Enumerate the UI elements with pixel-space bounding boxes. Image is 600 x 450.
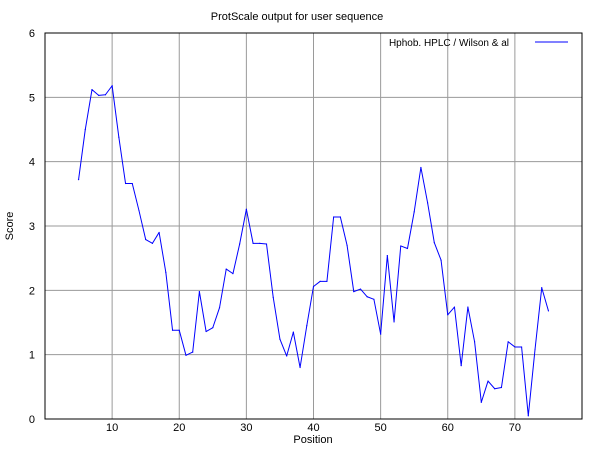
- data-point: [541, 287, 543, 289]
- y-axis-label: Score: [4, 212, 16, 241]
- data-point: [205, 330, 207, 333]
- data-point: [286, 355, 288, 357]
- data-point: [252, 242, 254, 244]
- data-point: [131, 182, 133, 185]
- x-tick-label: 30: [240, 422, 252, 434]
- data-point: [259, 242, 261, 244]
- data-point: [366, 296, 368, 298]
- data-point: [520, 346, 523, 348]
- data-point: [198, 291, 200, 293]
- data-point: [534, 348, 536, 351]
- y-tick-label: 2: [29, 285, 35, 297]
- data-point: [480, 401, 482, 403]
- data-point: [192, 351, 194, 353]
- data-point: [433, 242, 435, 244]
- data-point: [406, 247, 409, 250]
- grid-lines: [45, 33, 582, 419]
- data-point: [91, 89, 93, 91]
- data-point: [359, 288, 362, 290]
- data-point: [494, 388, 496, 390]
- y-tick-label: 1: [29, 350, 35, 362]
- data-point: [487, 380, 489, 382]
- data-point: [380, 333, 382, 335]
- data-point: [212, 327, 214, 329]
- y-tick-label: 3: [29, 221, 35, 233]
- data-point: [165, 271, 167, 273]
- data-point: [299, 366, 301, 369]
- data-point: [158, 231, 160, 234]
- y-axis-ticks: 0 1 2 3 4 5 6: [29, 28, 35, 426]
- data-point: [333, 216, 335, 218]
- data-point: [339, 216, 341, 218]
- y-tick-label: 4: [29, 157, 35, 169]
- y-tick-label: 0: [29, 414, 35, 426]
- data-point: [460, 365, 462, 367]
- data-point: [225, 268, 227, 270]
- data-point: [440, 259, 442, 261]
- data-point: [373, 298, 375, 300]
- data-point: [312, 285, 315, 288]
- data-point: [218, 307, 221, 309]
- data-point: [353, 291, 355, 293]
- legend: Hphob. HPLC / Wilson & al: [389, 38, 568, 49]
- data-point: [319, 280, 321, 282]
- data-point: [118, 136, 120, 138]
- data-point: [393, 321, 395, 323]
- data-point: [232, 273, 234, 275]
- data-point: [178, 329, 180, 331]
- x-axis-label: Position: [293, 434, 332, 446]
- data-point: [84, 128, 86, 131]
- data-point: [514, 346, 516, 348]
- data-point: [306, 325, 308, 327]
- data-point: [98, 94, 100, 97]
- data-point: [245, 208, 247, 210]
- x-tick-label: 40: [307, 422, 319, 434]
- data-point: [171, 329, 174, 331]
- data-point: [500, 386, 503, 389]
- plot-frame: [44, 32, 583, 420]
- data-point: [447, 314, 449, 316]
- data-point: [145, 238, 147, 241]
- data-point: [239, 243, 241, 245]
- x-tick-label: 10: [106, 422, 118, 434]
- data-point: [527, 415, 529, 417]
- data-point: [265, 243, 268, 245]
- y-tick-label: 6: [29, 28, 35, 40]
- data-point: [111, 85, 113, 87]
- data-point: [507, 341, 509, 343]
- x-tick-label: 50: [375, 422, 387, 434]
- data-point: [346, 244, 348, 246]
- data-point: [272, 296, 274, 299]
- data-point: [400, 245, 402, 247]
- y-tick-label: 5: [29, 92, 35, 104]
- data-point: [292, 331, 294, 333]
- data-point: [326, 280, 328, 282]
- x-tick-label: 70: [509, 422, 521, 434]
- data-point: [547, 310, 550, 312]
- data-point: [474, 341, 476, 343]
- x-tick-label: 20: [173, 422, 185, 434]
- data-point: [124, 182, 127, 185]
- data-point: [138, 209, 140, 212]
- data-point: [427, 202, 429, 204]
- data-point: [77, 179, 80, 181]
- x-axis-ticks: 10 20 30 40 50 60 70: [106, 422, 521, 434]
- x-tick-label: 60: [442, 422, 454, 434]
- data-point: [467, 306, 469, 308]
- data-point: [185, 354, 187, 356]
- data-point: [420, 166, 422, 169]
- data-point: [453, 306, 456, 308]
- data-point: [104, 94, 107, 96]
- data-point: [151, 242, 153, 244]
- series-layer: [77, 85, 550, 417]
- data-point: [413, 211, 415, 213]
- chart-title: ProtScale output for user sequence: [211, 11, 383, 23]
- data-point: [386, 254, 388, 257]
- data-point: [279, 338, 281, 340]
- legend-label: Hphob. HPLC / Wilson & al: [389, 38, 509, 49]
